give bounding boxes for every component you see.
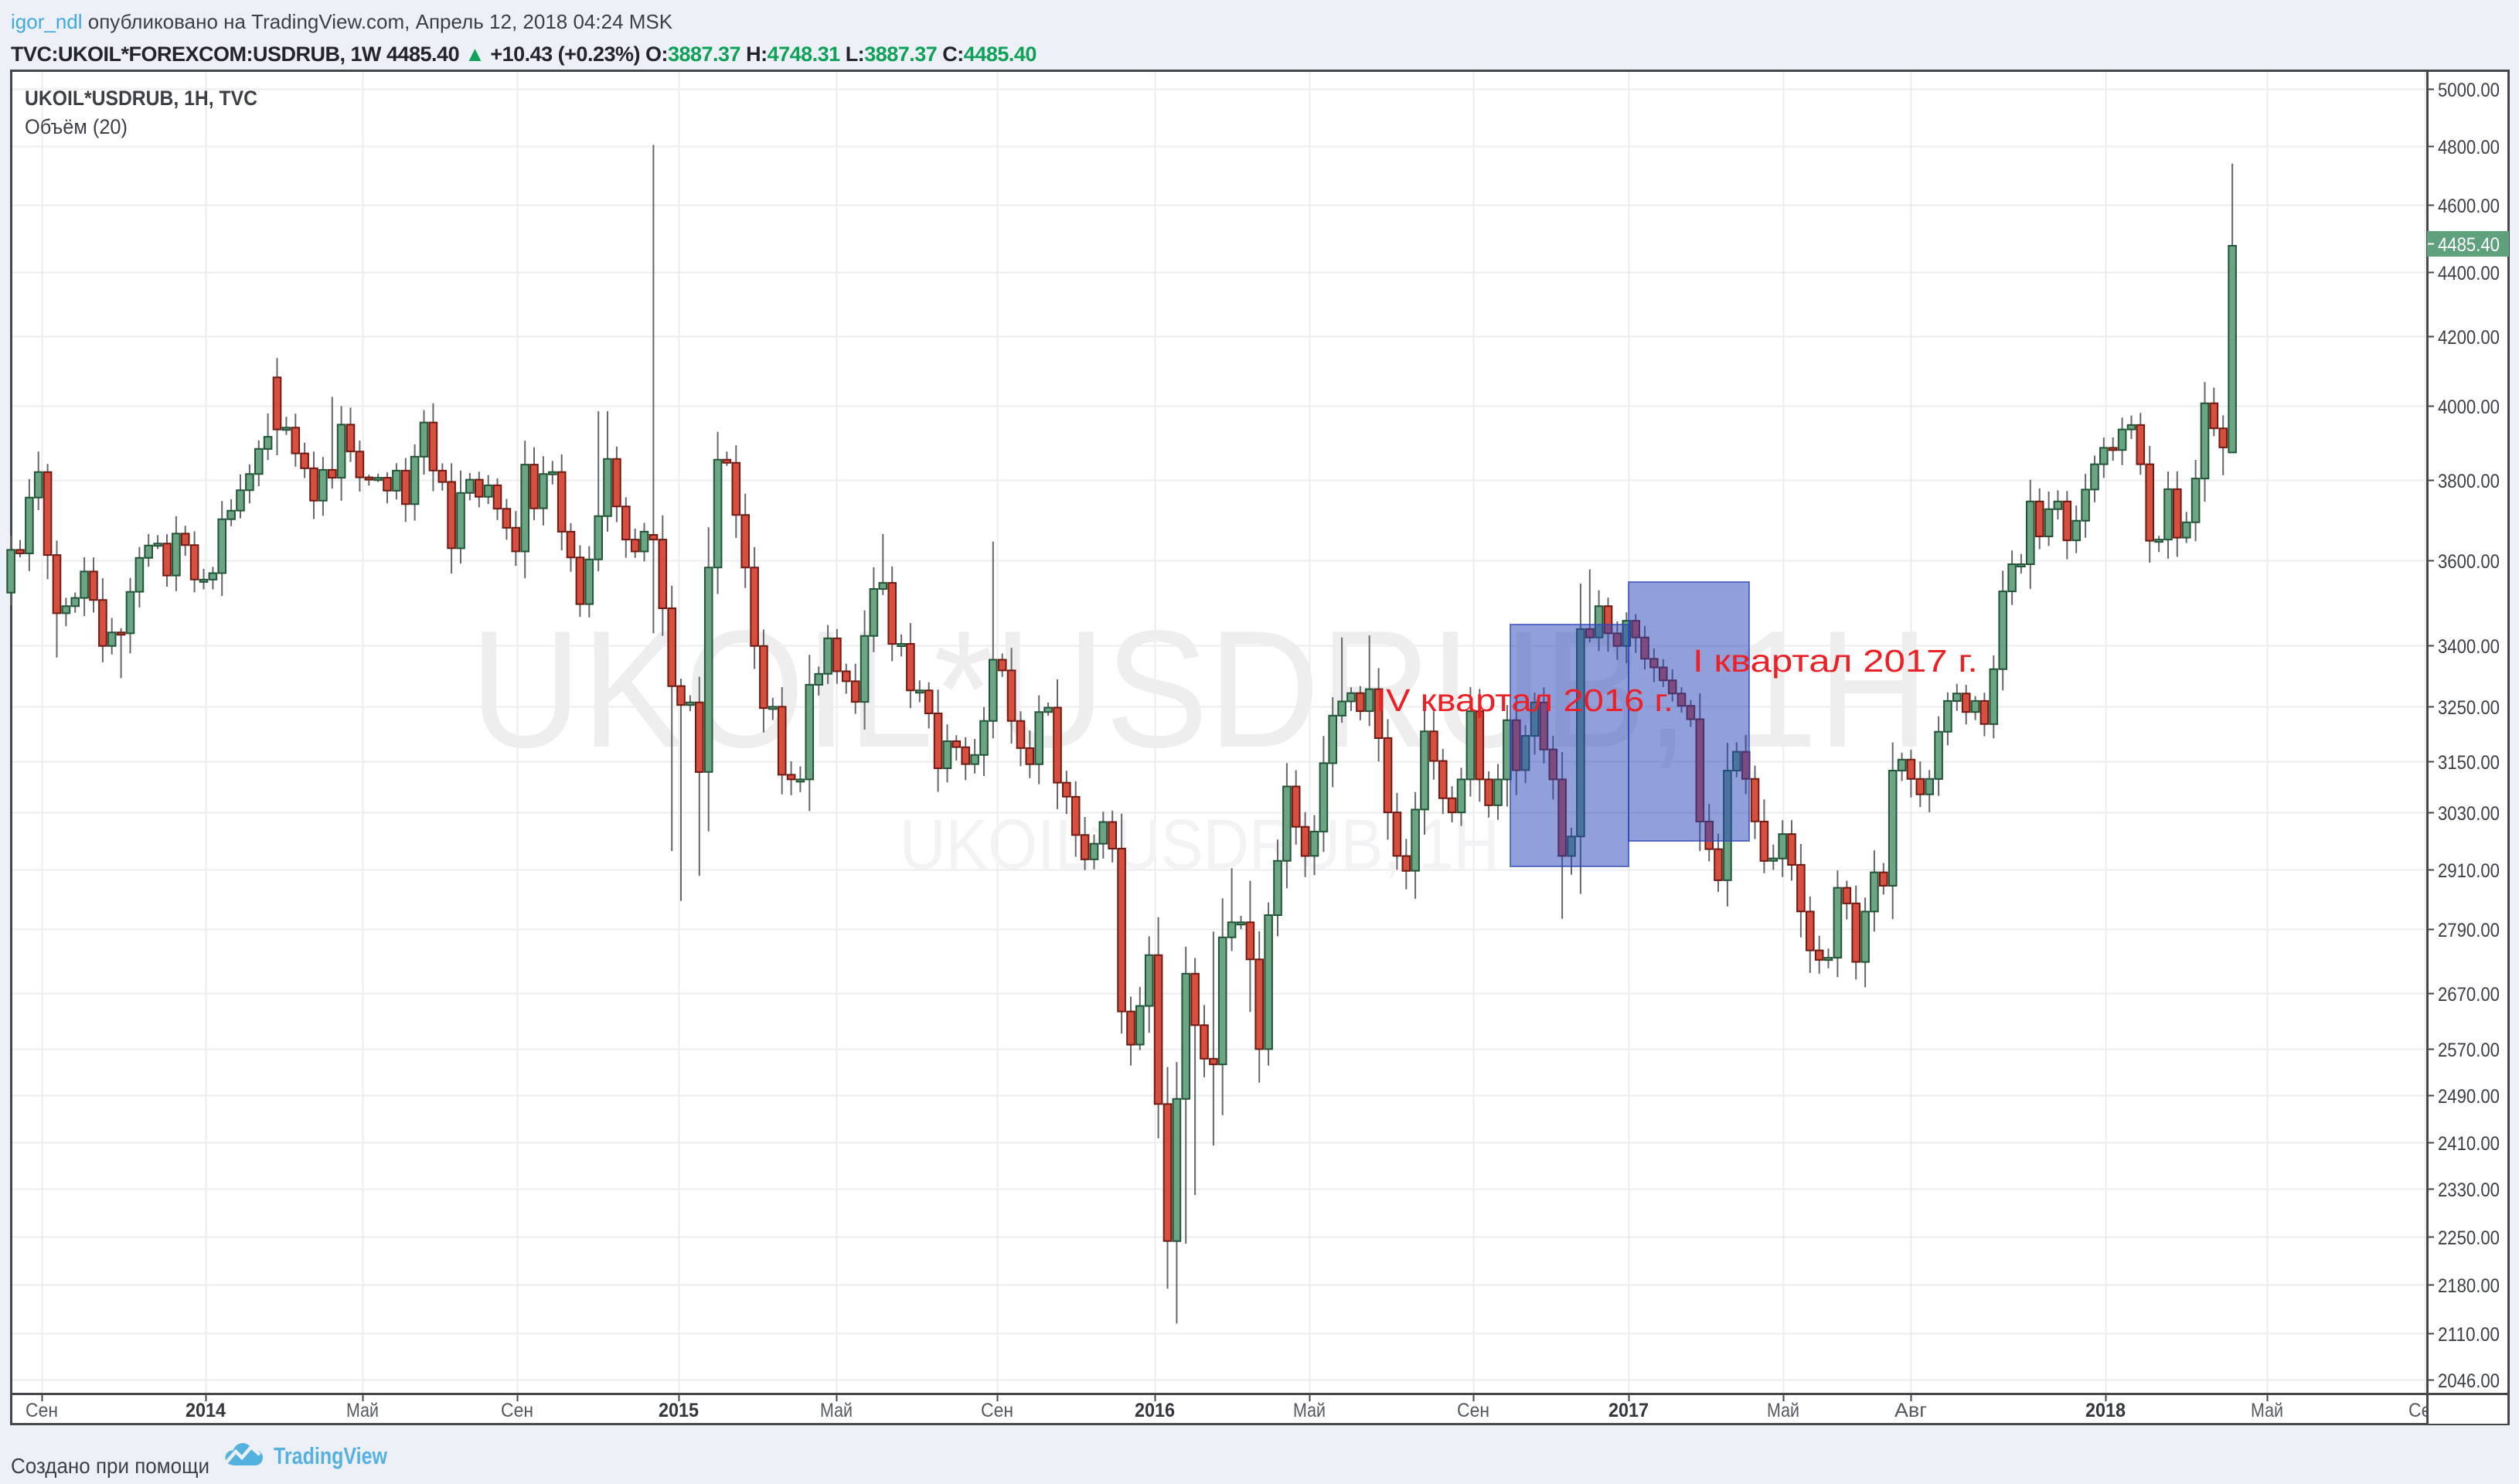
svg-text:TVC:UKOIL*FOREXCOM:USDRUB, 1W: TVC:UKOIL*FOREXCOM:USDRUB, 1W 4485.40 ▲ … [11, 43, 1037, 66]
svg-text:3250.00: 3250.00 [2438, 697, 2500, 719]
svg-text:4800.00: 4800.00 [2438, 137, 2500, 158]
svg-text:IV квартал 2016 г.: IV квартал 2016 г. [1376, 682, 1673, 718]
svg-text:2490.00: 2490.00 [2438, 1086, 2500, 1108]
svg-text:2910.00: 2910.00 [2438, 860, 2500, 882]
svg-text:Сен: Сен [981, 1400, 1013, 1421]
svg-text:I квартал 2017 г.: I квартал 2017 г. [1693, 643, 1978, 679]
svg-text:2017: 2017 [1608, 1400, 1649, 1421]
svg-text:2250.00: 2250.00 [2438, 1227, 2500, 1249]
svg-text:Май: Май [1293, 1400, 1326, 1421]
svg-text:UKOIL*USDRUB, 1H: UKOIL*USDRUB, 1H [900, 805, 1499, 884]
svg-text:2670.00: 2670.00 [2438, 984, 2500, 1006]
svg-text:Авг: Авг [1894, 1400, 1927, 1421]
svg-text:2014: 2014 [186, 1400, 226, 1421]
svg-text:2015: 2015 [659, 1400, 699, 1421]
svg-text:4400.00: 4400.00 [2438, 263, 2500, 284]
svg-text:2018: 2018 [2085, 1400, 2126, 1421]
svg-text:Май: Май [820, 1400, 853, 1421]
svg-text:2016: 2016 [1135, 1400, 1175, 1421]
svg-text:Сен: Сен [501, 1400, 533, 1421]
svg-text:Объём (20): Объём (20) [25, 115, 128, 138]
svg-text:4000.00: 4000.00 [2438, 397, 2500, 418]
svg-text:3150.00: 3150.00 [2438, 752, 2500, 774]
svg-text:Создано при помощи: Создано при помощи [11, 1454, 209, 1478]
svg-text:Май: Май [2251, 1400, 2283, 1421]
svg-text:2790.00: 2790.00 [2438, 920, 2500, 941]
svg-text:4600.00: 4600.00 [2438, 196, 2500, 217]
svg-text:2180.00: 2180.00 [2438, 1275, 2500, 1297]
svg-text:4200.00: 4200.00 [2438, 327, 2500, 349]
svg-text:igor_ndl опубликовано на Tradi: igor_ndl опубликовано на TradingView.com… [11, 10, 673, 33]
svg-text:2110.00: 2110.00 [2438, 1324, 2500, 1346]
svg-text:5000.00: 5000.00 [2438, 80, 2500, 101]
svg-text:3600.00: 3600.00 [2438, 551, 2500, 573]
svg-text:2570.00: 2570.00 [2438, 1040, 2500, 1061]
svg-text:Май: Май [1767, 1400, 1799, 1421]
svg-text:TradingView: TradingView [274, 1442, 388, 1469]
svg-text:3800.00: 3800.00 [2438, 471, 2500, 492]
svg-text:UKOIL*USDRUB, 1H, TVC: UKOIL*USDRUB, 1H, TVC [25, 87, 257, 110]
svg-text:Сен: Сен [1457, 1400, 1489, 1421]
svg-text:3030.00: 3030.00 [2438, 803, 2500, 825]
svg-text:Сен: Сен [26, 1400, 58, 1421]
svg-text:3400.00: 3400.00 [2438, 636, 2500, 658]
svg-text:2330.00: 2330.00 [2438, 1179, 2500, 1201]
svg-text:2046.00: 2046.00 [2438, 1370, 2500, 1392]
svg-text:2410.00: 2410.00 [2438, 1133, 2500, 1155]
svg-text:4485.40: 4485.40 [2438, 234, 2500, 256]
svg-text:Май: Май [346, 1400, 379, 1421]
